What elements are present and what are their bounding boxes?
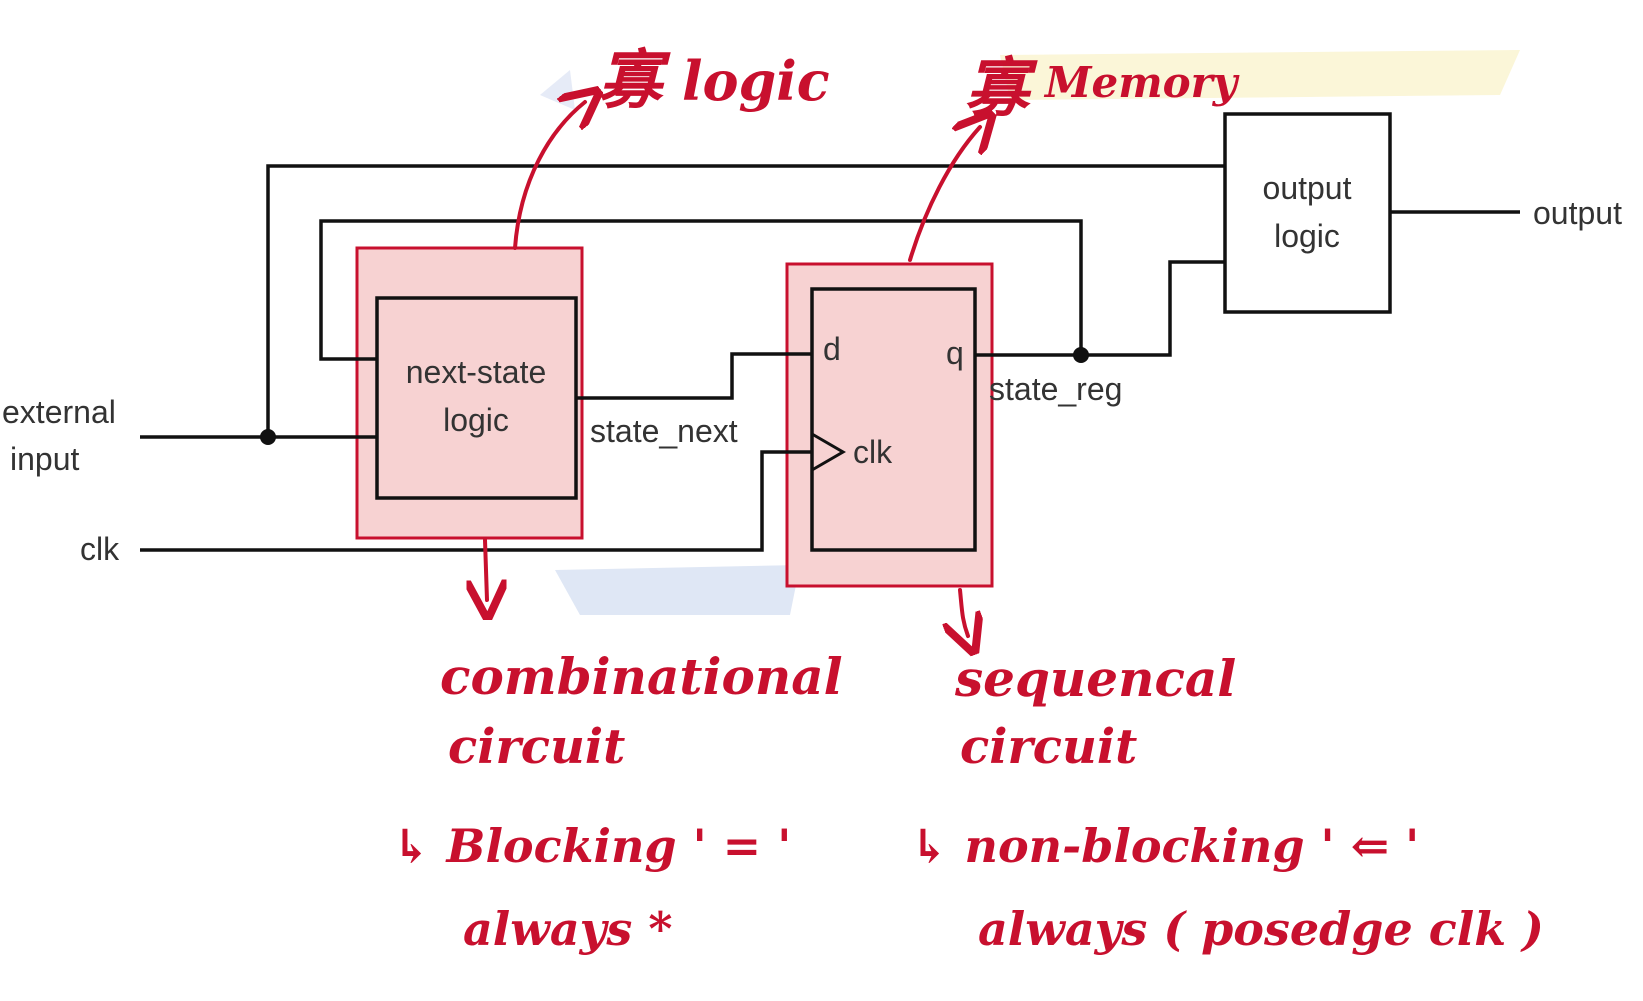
external-input-label-1: external <box>2 394 116 430</box>
external-input-label-2: input <box>10 441 80 477</box>
register-clk-label: clk <box>853 434 893 470</box>
always-star-line: always * <box>463 902 672 956</box>
wire-state-reg <box>975 260 1225 357</box>
background-shape <box>555 565 800 615</box>
combinational-line-1: combinational <box>440 647 843 706</box>
wire-feedback <box>319 219 1083 361</box>
wire-state-next <box>576 352 812 400</box>
next-state-label-1: next-state <box>406 354 547 390</box>
state-next-label: state_next <box>590 413 738 449</box>
output-label: output <box>1533 195 1622 231</box>
next-state-label-2: logic <box>443 402 509 438</box>
background-shape <box>1000 50 1520 100</box>
wire-input-to-output-logic <box>266 164 1225 437</box>
background-shape <box>540 70 575 110</box>
logic-note-text: logic <box>682 49 830 113</box>
memory-note-text: Memory <box>1043 58 1240 107</box>
junction-state-reg <box>1073 347 1089 363</box>
blocking-assign-line: ↳ Blocking ' = ' <box>392 819 791 873</box>
arrow-to-memory-note <box>908 127 980 262</box>
annotation-arrows <box>485 102 980 636</box>
sequential-line-1: sequencal <box>954 649 1236 708</box>
clock-triangle <box>811 432 846 472</box>
arrow-to-logic-note <box>513 102 585 250</box>
wires <box>140 164 1520 552</box>
combinational-line-2: circuit <box>448 719 625 775</box>
always-posedge-line: always ( posedge clk ) <box>978 902 1544 956</box>
junction-input <box>260 429 276 445</box>
state-register-block <box>810 287 977 552</box>
memory-note-glyph: 寡 <box>965 51 1038 126</box>
next-state-logic-block <box>375 296 578 500</box>
output-logic-block <box>1223 112 1392 314</box>
state-reg-label: state_reg <box>989 371 1122 407</box>
logic-note-glyph: 寡 <box>598 43 671 118</box>
arrow-to-sequential <box>960 588 968 636</box>
non-blocking-assign-line: ↳ non-blocking ' ⇐ ' <box>910 819 1419 873</box>
output-logic-label-1: output <box>1263 170 1352 206</box>
clk-input-label: clk <box>80 531 120 567</box>
arrow-to-combinational <box>485 538 487 600</box>
register-q-label: q <box>946 335 964 371</box>
sequential-line-2: circuit <box>960 719 1137 775</box>
register-d-label: d <box>823 331 841 367</box>
wire-clk <box>140 450 812 552</box>
output-logic-label-2: logic <box>1274 218 1340 254</box>
